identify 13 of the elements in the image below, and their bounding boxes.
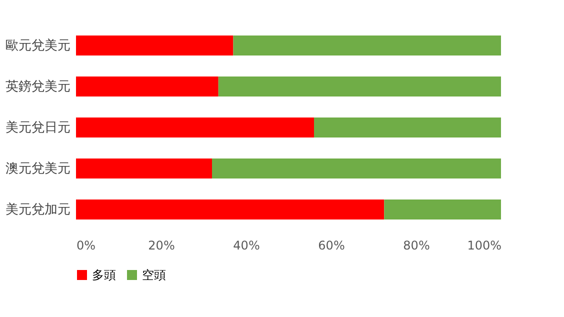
- y-tick-label: 歐元兌美元: [6, 38, 70, 54]
- x-tick-label: 60%: [318, 238, 345, 252]
- x-tick-label: 20%: [148, 238, 175, 252]
- x-tick-label: 40%: [233, 238, 260, 252]
- x-tick-label: 80%: [403, 238, 430, 252]
- y-tick-label: 美元兌日元: [6, 120, 70, 136]
- y-tick-label: 美元兌加元: [6, 202, 70, 218]
- y-tick-label: 澳元兌美元: [6, 160, 70, 176]
- legend-label: 多頭: [92, 268, 116, 282]
- y-tick-label: 英鎊兌美元: [6, 78, 70, 94]
- x-tick-label: 100%: [467, 238, 502, 252]
- legend-label: 空頭: [142, 268, 166, 282]
- x-tick-label: 0%: [76, 238, 96, 252]
